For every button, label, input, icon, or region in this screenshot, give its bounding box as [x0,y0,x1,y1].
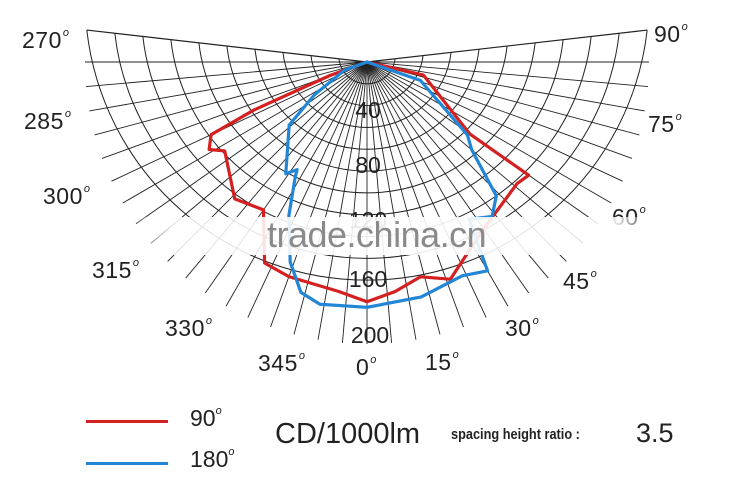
polar-grid [85,29,649,344]
ring-label-40: 40 [355,97,381,123]
angle-label-315: 315o [92,257,140,283]
spacing-height-ratio-value: 3.5 [636,418,674,448]
angle-label-15: 15o [425,349,460,375]
ring-label-160: 160 [348,266,388,292]
series-curves [207,60,531,309]
legend-label-180: 180o [190,446,235,472]
angle-label-0: 0o [356,354,377,380]
legend-line-180 [86,462,168,465]
ring-label-80: 80 [355,152,381,178]
unit-label: CD/1000lm [275,418,421,450]
series-curve-90 [207,60,531,304]
legend-label-90: 90o [190,405,222,431]
spacing-height-ratio-label: spacing height ratio : [451,426,580,443]
angle-label-300: 300o [43,183,91,209]
series-curve-180 [284,60,498,309]
watermark-text: trade.china.cn [267,214,487,255]
angle-label-285: 285o [24,108,72,134]
angle-label-45: 45o [563,268,598,294]
angle-label-30: 30o [505,315,540,341]
watermark-band [130,217,660,255]
angle-label-75: 75o [648,111,683,137]
angle-label-270: 270o [22,27,70,53]
angle-label-330: 330o [165,315,213,341]
ring-label-200: 200 [350,322,390,348]
angle-label-345: 345o [258,350,306,376]
angle-label-90: 90o [654,21,689,47]
legend-line-90 [86,420,168,423]
